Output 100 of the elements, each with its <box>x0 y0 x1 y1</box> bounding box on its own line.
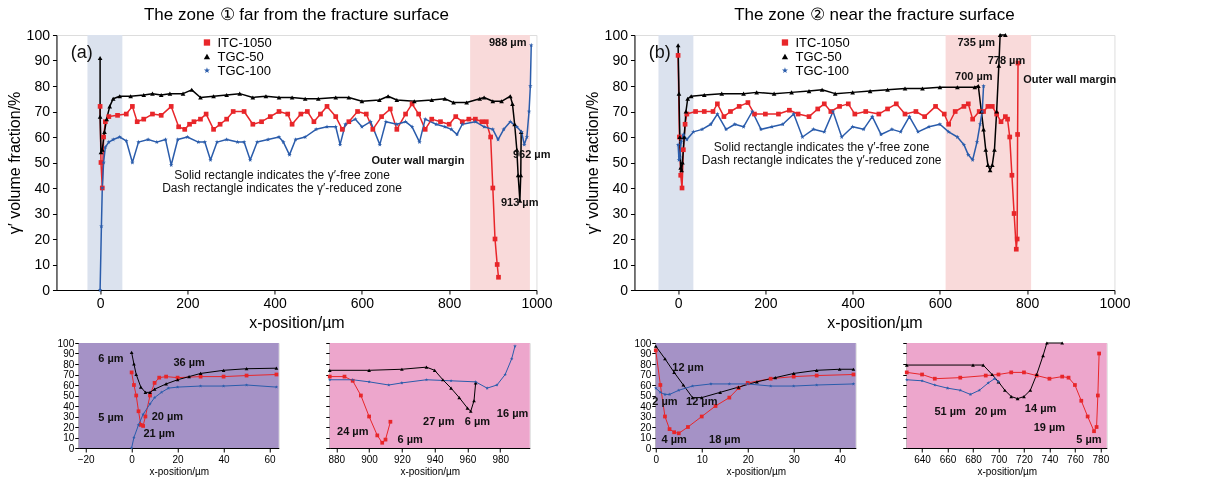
y-tick-label: 30 <box>63 411 75 422</box>
x-axis-title: x-position/µm <box>977 465 1038 477</box>
annotation: 12 µm <box>672 361 704 374</box>
x-tick-label: 40 <box>218 453 231 465</box>
x-tick-label: 0 <box>129 453 136 465</box>
y-tick-label: 30 <box>34 205 51 221</box>
annotation: 988 µm <box>488 35 527 48</box>
x-tick-label: 0 <box>653 453 660 465</box>
x-tick-label: 640 <box>914 453 932 465</box>
y-tick-label: 100 <box>26 26 51 43</box>
annotation: Outer wall margin <box>371 154 465 167</box>
annotation: 14 µm <box>1024 401 1057 414</box>
annotation: 6 µm <box>98 351 124 364</box>
x-axis-title: x-position/µm <box>726 465 787 477</box>
annotation: 51 µm <box>934 405 967 418</box>
y-tick-label: 90 <box>34 52 51 68</box>
chart-title: The zone ① far from the fracture surface <box>143 5 449 24</box>
annotation: 27 µm <box>423 414 455 427</box>
x-tick-label: 960 <box>459 453 477 465</box>
annotation: (a) <box>70 41 93 62</box>
x-tick-label: 1000 <box>1099 294 1131 311</box>
annotation: 6 µm <box>397 433 424 446</box>
y-axis-title: γ′ volume fraction/% <box>583 91 601 235</box>
annotation: 20 µm <box>151 409 184 422</box>
y-tick-label: 60 <box>34 128 51 145</box>
y-tick-label: 80 <box>34 77 51 94</box>
x-tick-label: 60 <box>264 453 277 465</box>
x-axis-title: x-position/µm <box>827 313 923 331</box>
legend-label: TGC-100 <box>795 62 849 78</box>
annotation: 21 µm <box>143 426 176 439</box>
y-tick-label: 80 <box>640 358 652 370</box>
y-tick-label: 90 <box>640 348 652 359</box>
x-tick-label: 10 <box>696 453 709 465</box>
x-tick-label: 800 <box>438 294 462 311</box>
y-tick-label: 50 <box>63 390 75 401</box>
y-tick-label: 10 <box>612 256 629 272</box>
x-tick-label: 1000 <box>521 294 553 311</box>
y-tick-label: 50 <box>612 154 629 170</box>
annotation: 18 µm <box>709 432 741 445</box>
legend-label: ITC-1050 <box>217 34 272 50</box>
y-tick-label: 10 <box>640 432 652 443</box>
x-tick-label: −20 <box>77 453 96 465</box>
y-tick-label: 0 <box>68 442 75 454</box>
y-tick-label: 10 <box>34 256 51 272</box>
y-tick-label: 30 <box>640 411 652 422</box>
y-tick-label: 60 <box>612 128 629 145</box>
x-tick-label: 680 <box>965 453 983 465</box>
y-tick-label: 0 <box>645 442 652 454</box>
y-tick-label: 100 <box>634 337 652 349</box>
y-tick-label: 80 <box>612 77 629 94</box>
y-tick-label: 40 <box>640 400 652 412</box>
annotation: Solid rectangle indicates the γ′-free zone <box>174 168 391 183</box>
x-tick-label: 400 <box>841 294 866 311</box>
y-tick-label: 20 <box>34 230 51 247</box>
x-tick-label: 780 <box>1092 453 1110 465</box>
y-tick-label: 20 <box>612 230 629 247</box>
legend-label: TGC-100 <box>217 62 271 78</box>
y-tick-label: 60 <box>63 379 75 391</box>
annotation: 6 µm <box>464 414 491 427</box>
annotation: 24 µm <box>337 425 369 438</box>
annotation: 735 µm <box>957 35 996 48</box>
y-tick-label: 20 <box>640 421 652 433</box>
y-tick-label: 80 <box>63 358 75 370</box>
x-tick-label: 20 <box>742 453 755 465</box>
y-tick-label: 70 <box>612 103 629 119</box>
annotation: 20 µm <box>975 405 1007 418</box>
y-tick-label: 70 <box>34 103 51 119</box>
y-tick-label: 40 <box>34 179 51 196</box>
y-tick-label: 100 <box>604 26 629 43</box>
y-tick-label: 0 <box>620 281 629 298</box>
annotation: Solid rectangle indicates the γ′-free zone <box>713 140 930 155</box>
annotation: 36 µm <box>173 355 206 368</box>
x-tick-label: 600 <box>928 294 953 311</box>
y-tick-label: 70 <box>640 369 652 380</box>
y-tick-label: 20 <box>63 421 75 433</box>
x-tick-label: 0 <box>674 294 683 311</box>
x-tick-label: 980 <box>492 453 510 465</box>
x-tick-label: 720 <box>1016 453 1034 465</box>
y-tick-label: 10 <box>63 432 75 443</box>
x-tick-label: 900 <box>361 453 379 465</box>
y-tick-label: 100 <box>57 337 75 349</box>
chart-title: The zone ② near the fracture surface <box>734 5 1015 24</box>
x-tick-label: 400 <box>263 294 288 311</box>
annotation: 5 µm <box>98 411 124 424</box>
legend-label: ITC-1050 <box>795 34 850 50</box>
x-tick-label: 760 <box>1067 453 1085 465</box>
y-tick-label: 40 <box>63 400 75 412</box>
legend-label: TGC-50 <box>795 48 842 64</box>
y-tick-label: 30 <box>612 205 629 221</box>
annotation: 913 µm <box>500 196 539 209</box>
y-tick-label: 70 <box>63 369 75 380</box>
x-tick-label: 940 <box>426 453 444 465</box>
annotation: 4 µm <box>661 432 688 445</box>
y-tick-label: 40 <box>612 179 629 196</box>
y-tick-label: 90 <box>612 52 629 68</box>
x-tick-label: 920 <box>394 453 412 465</box>
x-tick-label: 740 <box>1041 453 1059 465</box>
annotation: Dash rectangle indicates the γ′-reduced zone <box>162 181 403 195</box>
x-axis-title: x-position/µm <box>149 465 210 477</box>
y-tick-label: 0 <box>42 281 51 298</box>
